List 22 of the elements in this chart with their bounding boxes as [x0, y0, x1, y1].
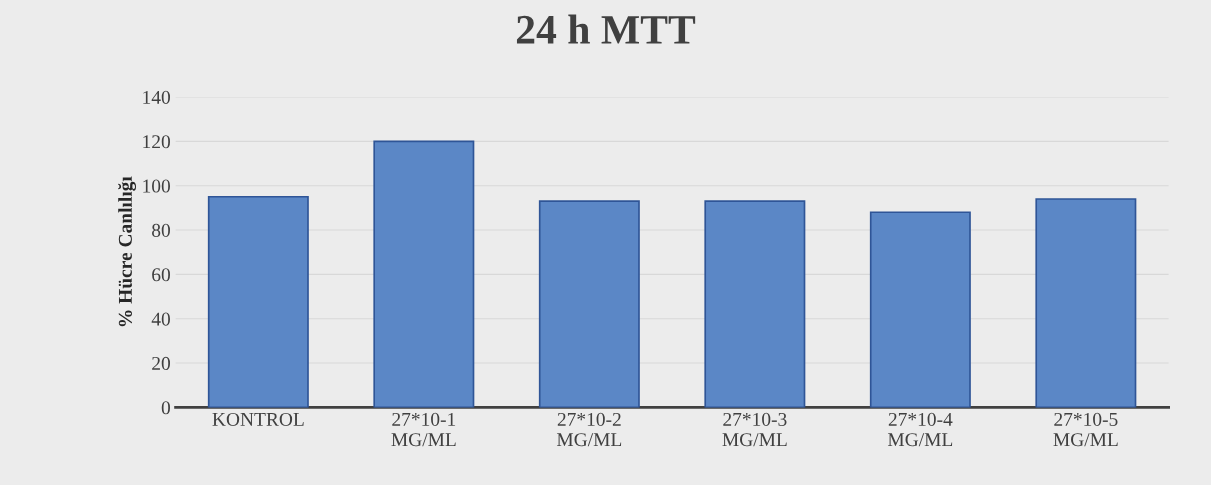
y-tick-label: 100: [143, 179, 170, 193]
y-tick-label: 80: [152, 223, 170, 237]
bar: [1035, 198, 1137, 408]
x-tick-label: 27*10-3 MG/ML: [722, 412, 787, 447]
y-tick-label: 40: [151, 312, 170, 326]
y-axis-title: % Hücre Canlılığı: [118, 176, 137, 327]
y-tick-label: 140: [143, 90, 170, 104]
y-tick-label: 20: [152, 356, 170, 370]
y-tick-label: 60: [152, 268, 170, 282]
bar: [538, 200, 640, 408]
y-tick-label: 120: [143, 135, 170, 149]
bar: [704, 200, 806, 408]
x-tick-label: 27*10-2 MG/ML: [556, 412, 622, 447]
x-tick-label: KONTROL: [212, 412, 304, 426]
x-tick-label: 27*10-1 MG/ML: [391, 412, 456, 447]
x-tick-label: 27*10-4 MG/ML: [887, 412, 953, 447]
bar: [373, 140, 475, 408]
chart-title: 24 h MTT: [516, 14, 696, 44]
bar: [207, 195, 309, 408]
bar: [869, 211, 971, 408]
y-tick-label: 0: [161, 401, 170, 415]
x-tick-label: 27*10-5 MG/ML: [1053, 412, 1118, 447]
